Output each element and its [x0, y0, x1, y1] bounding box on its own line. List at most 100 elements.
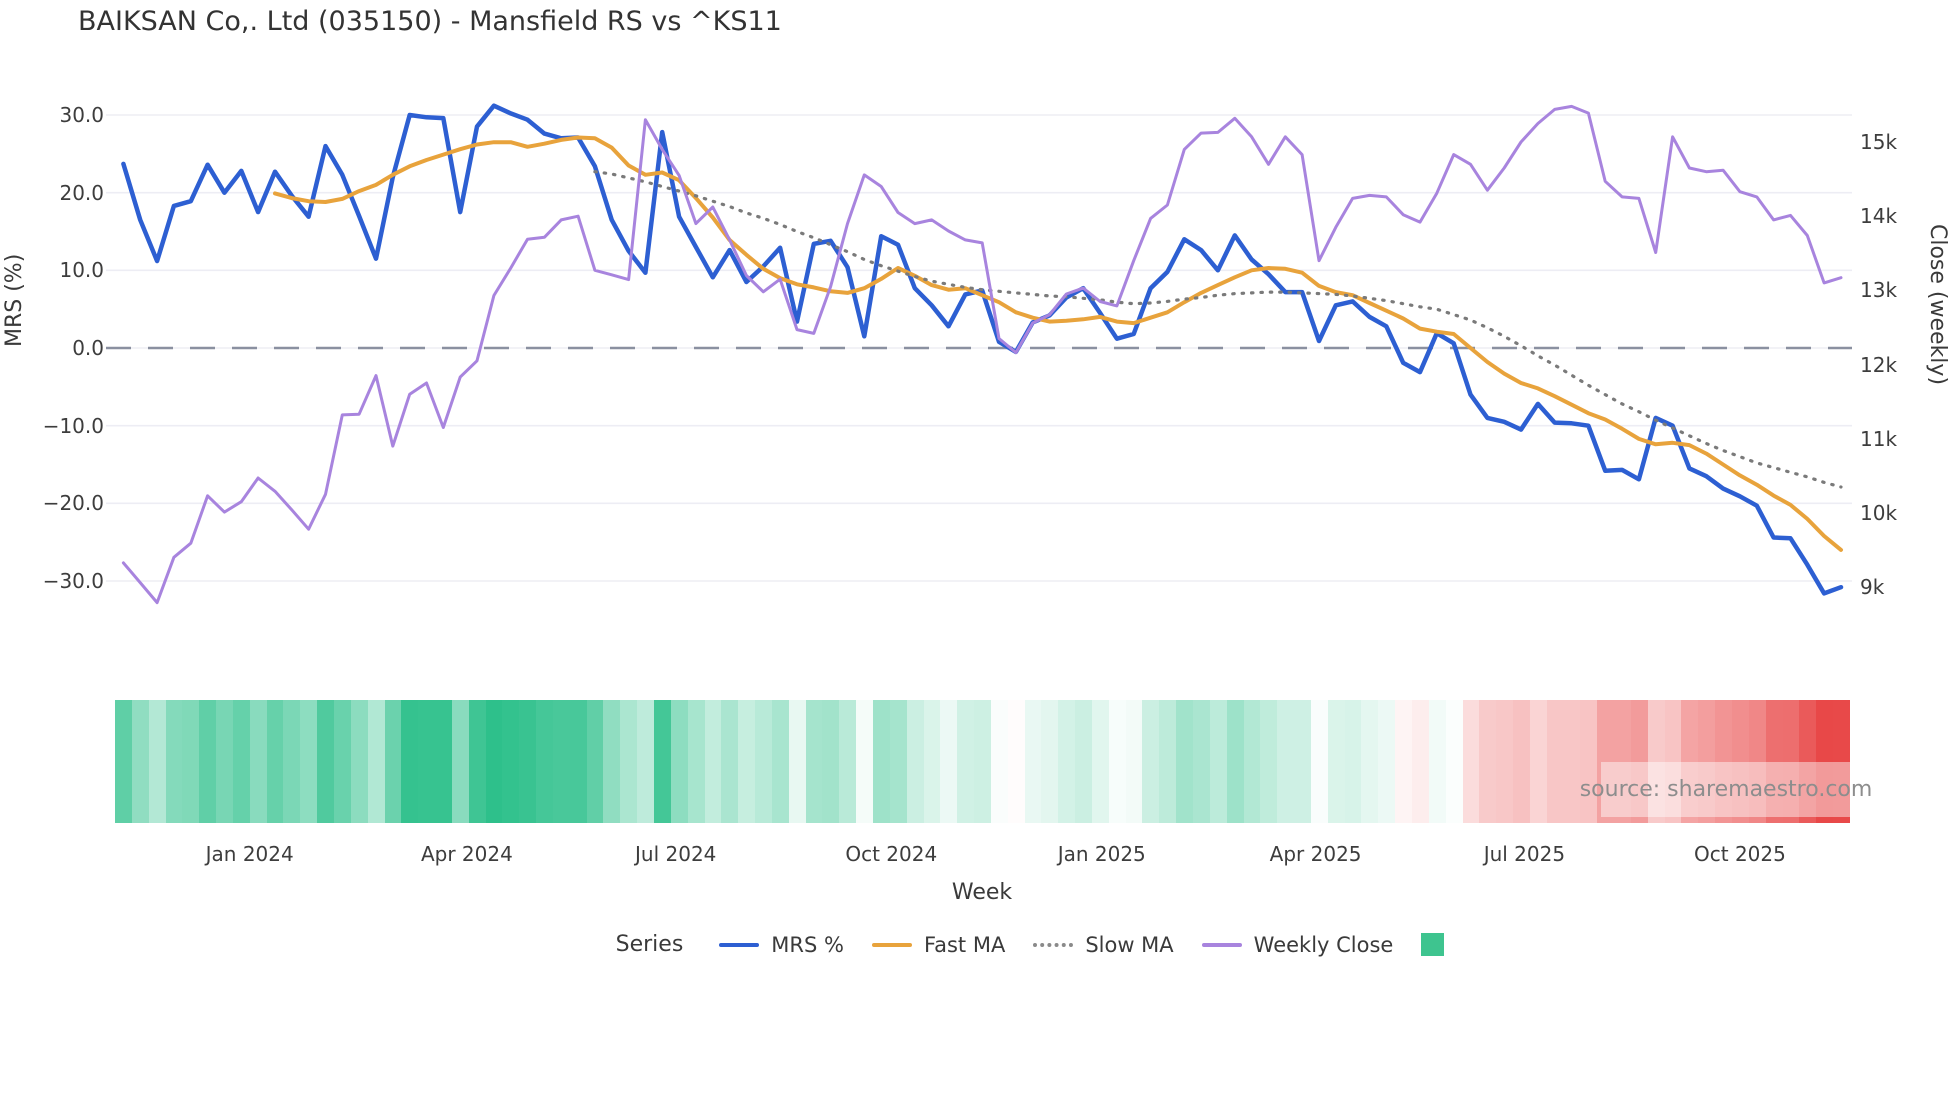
legend-item-label: Fast MA	[923, 932, 1006, 957]
y-tick-label-left: −10.0	[42, 413, 104, 438]
legend-item-label: Weekly Close	[1253, 932, 1394, 957]
legend-item-slow-ma: Slow MA	[1033, 932, 1174, 957]
heatmap-cell	[451, 700, 469, 823]
heatmap-cell	[502, 700, 520, 823]
heatmap-cell	[317, 700, 334, 823]
heatmap-cell	[974, 700, 991, 823]
heatmap-cell	[872, 700, 890, 823]
heatmap-cell	[721, 700, 739, 823]
heatmap-cell	[1007, 700, 1025, 823]
heatmap-cell	[115, 700, 132, 823]
y-axis-label-right: Close (weekly)	[1925, 224, 1950, 386]
heatmap-cell	[1462, 700, 1480, 823]
y-tick-label-right: 9k	[1860, 575, 1885, 599]
heatmap-cell	[1209, 700, 1227, 823]
heatmap-cell	[519, 700, 537, 823]
heatmap-cell	[940, 700, 958, 823]
heatmap-cell	[1294, 700, 1311, 823]
heatmap-cell	[148, 700, 166, 823]
heatmap-cell	[687, 700, 705, 823]
heatmap-cell	[1277, 700, 1295, 823]
heatmap-cell	[569, 700, 587, 823]
heatmap-cell	[1630, 700, 1648, 823]
legend-item-mrs: MRS %	[719, 933, 844, 957]
heatmap-cell	[1647, 700, 1665, 823]
heatmap-cell	[1125, 700, 1143, 823]
legend-item-weekly-close: Weekly Close	[1201, 932, 1394, 957]
heatmap-cell	[957, 700, 975, 823]
heatmap-cell	[1664, 700, 1682, 823]
x-tick-label: Jan 2025	[1057, 842, 1146, 866]
x-tick-label: Oct 2025	[1694, 842, 1786, 866]
heatmap-cell	[131, 700, 149, 823]
heatmap-cell	[1378, 700, 1396, 823]
heatmap-cell	[1799, 700, 1817, 823]
heatmap-cell	[1395, 700, 1412, 823]
heatmap-cell	[367, 700, 385, 823]
heatmap-cell	[1748, 700, 1766, 823]
heatmap-cell	[1176, 700, 1193, 823]
heatmap-cell	[906, 700, 924, 823]
heatmap-cell	[1243, 700, 1261, 823]
heatmap-cell	[536, 700, 553, 823]
y-tick-label-right: 12k	[1860, 352, 1898, 377]
heatmap-cell	[1226, 700, 1244, 823]
heatmap-cell	[1344, 700, 1362, 823]
heatmap-cell	[1058, 700, 1076, 823]
heatmap-cell	[1142, 700, 1160, 823]
heatmap-cell	[199, 700, 217, 823]
y-tick-label-left: 0.0	[72, 336, 104, 360]
legend-item-heat-swatch	[1421, 933, 1445, 956]
x-tick-label: Jul 2024	[635, 842, 717, 866]
heatmap-cell	[1260, 700, 1278, 823]
heatmap-cell	[704, 700, 722, 823]
heatmap-cell	[1445, 700, 1463, 823]
x-tick-label: Oct 2024	[845, 842, 938, 866]
weekly-close-line	[121, 104, 1843, 605]
heatmap-cell	[1765, 700, 1783, 823]
heatmap-cell	[1816, 700, 1834, 823]
chart-title: BAIKSAN Co,. Ltd (035150) - Mansfield RS…	[78, 6, 782, 37]
heatmap-cell	[384, 700, 402, 823]
heatmap-cell	[1732, 700, 1749, 823]
heatmap-cell	[1546, 700, 1564, 823]
heatmap-cell	[1597, 700, 1615, 823]
heatmap-cell	[401, 700, 419, 823]
heatmap-cell	[418, 700, 436, 823]
heatmap-cell	[1193, 700, 1210, 823]
heatmap-cell	[1411, 700, 1429, 823]
heatmap-cell	[300, 700, 318, 823]
heatmap-cell	[1075, 700, 1092, 823]
heatmap-cell	[1361, 700, 1379, 823]
y-tick-label-right: 10k	[1860, 500, 1898, 525]
x-tick-label: Apr 2025	[1269, 842, 1362, 866]
legend-line-swatch	[719, 942, 760, 947]
slow-ma-line	[593, 170, 1843, 489]
heatmap-cell	[923, 700, 941, 823]
heatmap-cell	[1681, 700, 1699, 823]
legend-item-label: Slow MA	[1085, 932, 1174, 957]
legend: Series MRS % Fast MA Slow MA Weekly Close	[50, 932, 1960, 957]
heatmap-cell	[1698, 700, 1716, 823]
heatmap-cell	[283, 700, 301, 823]
x-tick-label: Jul 2025	[1483, 842, 1566, 866]
heatmap-cell	[1327, 700, 1345, 823]
heatmap-cell	[822, 700, 840, 823]
heatmap-cell	[1091, 700, 1109, 823]
heatmap-cell	[216, 700, 233, 823]
heatmap-cell	[1513, 700, 1530, 823]
heatmap-cell	[670, 700, 688, 823]
heatmap-cell	[552, 700, 570, 823]
heatmap-cell	[1108, 700, 1126, 823]
heatmap-cell	[1715, 700, 1732, 823]
heatmap-cell	[1479, 700, 1497, 823]
legend-dotted-swatch	[1033, 942, 1074, 947]
heatmap-cell	[603, 700, 621, 823]
y-tick-label-left: 20.0	[59, 180, 104, 205]
y-tick-label-right: 11k	[1860, 426, 1898, 451]
heatmap-cell	[1580, 700, 1598, 823]
x-axis-title: Week	[951, 880, 1013, 905]
legend-line-swatch	[871, 942, 912, 947]
heatmap-cell	[1041, 700, 1059, 823]
